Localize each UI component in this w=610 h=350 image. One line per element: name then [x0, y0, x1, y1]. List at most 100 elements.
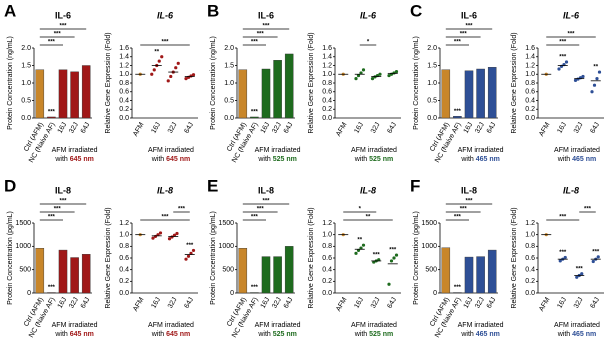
bar	[273, 60, 282, 119]
x-tick-label: 32J	[271, 121, 283, 134]
y-tick-label: 0.0	[525, 290, 535, 297]
x-tick-label: 32J	[167, 296, 179, 309]
x-axis-label: AFM irradiated	[458, 322, 504, 329]
x-axis-label: with 525 nm	[257, 156, 297, 163]
significance: ***	[460, 32, 468, 38]
bar	[487, 67, 497, 119]
y-tick-label: 1.0	[119, 71, 129, 78]
significance: ***	[373, 252, 381, 258]
x-tick-label: 64J	[183, 121, 195, 134]
wavelength: 525 nm	[369, 331, 393, 338]
significance: ***	[389, 248, 397, 254]
data-point	[160, 55, 164, 59]
x-axis-label-with: with	[54, 156, 68, 163]
significance: ***	[54, 207, 62, 213]
y-tick-label: 1.4	[525, 54, 535, 61]
x-axis-label: AFM irradiated	[52, 322, 98, 329]
y-tick-label: 0.2	[525, 278, 535, 285]
significance: ***	[584, 207, 592, 213]
x-tick-label: 32J	[271, 296, 283, 309]
significance: ***	[59, 24, 67, 30]
wavelength: 645 nm	[166, 156, 190, 163]
x-tick-label: AFM	[335, 296, 349, 312]
data-point	[590, 90, 594, 94]
significance: ***	[48, 215, 56, 221]
y-tick-label: 0.0	[224, 115, 234, 122]
chart-title: IL-6	[563, 10, 580, 20]
y-axis-label: Relative Gene Expression (Fold)	[308, 207, 315, 308]
significance: ***	[48, 110, 56, 116]
significance: ***	[454, 109, 462, 115]
y-tick-label: 0.4	[322, 97, 332, 104]
significance: ***	[186, 243, 194, 249]
y-tick-label: 1000	[218, 243, 234, 250]
bar	[238, 247, 248, 294]
data-point	[186, 254, 191, 258]
data-point	[575, 275, 579, 279]
significance: ***	[48, 40, 56, 46]
data-point	[392, 256, 396, 260]
x-axis-label-with: with	[557, 156, 571, 163]
panel-label: C	[410, 1, 422, 20]
y-tick-label: 0.2	[525, 106, 535, 113]
bar	[58, 249, 68, 294]
bar	[453, 116, 462, 119]
panel-label: B	[207, 1, 219, 20]
data-point	[394, 70, 399, 74]
data-point	[389, 259, 394, 263]
x-tick-label: 64J	[386, 296, 398, 309]
y-tick-label: 1.0	[119, 232, 129, 239]
bar	[284, 53, 294, 119]
x-tick-label: AFM	[538, 121, 552, 137]
bar	[238, 69, 248, 119]
data-point	[595, 77, 599, 81]
y-tick-label: 1000	[15, 243, 31, 250]
significance: ***	[257, 207, 265, 213]
x-axis-label: AFM irradiated	[255, 147, 301, 154]
x-tick-label: 16J	[57, 121, 69, 134]
bar	[487, 249, 497, 294]
x-axis-label: with 645 nm	[54, 331, 94, 338]
x-axis-label-with: with	[257, 156, 271, 163]
data-point	[558, 259, 562, 263]
y-axis-label: Relative Gene Expression (Fold)	[511, 32, 518, 133]
y-tick-label: 1.4	[322, 54, 332, 61]
data-point	[167, 237, 172, 241]
significance: ***	[592, 249, 600, 255]
chart-title: IL-6	[461, 10, 477, 20]
bar	[35, 247, 45, 294]
significance: **	[593, 65, 598, 71]
y-tick-label: 0.6	[119, 89, 129, 96]
x-axis-label: with 465 nm	[460, 156, 500, 163]
significance: ***	[161, 40, 169, 46]
bar	[35, 69, 45, 119]
significance: ***	[454, 285, 462, 291]
data-point	[158, 231, 163, 235]
significance: ***	[54, 32, 62, 38]
chart-title: IL-8	[55, 185, 71, 195]
wavelength: 525 nm	[273, 156, 297, 163]
y-tick-label: 1.2	[119, 220, 129, 227]
significance: ***	[161, 215, 169, 221]
wavelength: 645 nm	[70, 331, 94, 338]
significance: ***	[262, 199, 270, 205]
bar	[441, 247, 451, 294]
y-tick-label: 0.6	[525, 255, 535, 262]
x-tick-label: 16J	[463, 121, 475, 134]
x-tick-label: 16J	[260, 296, 272, 309]
significance: ***	[262, 24, 270, 30]
x-tick-label: 16J	[150, 296, 162, 309]
y-tick-label: 0.5	[427, 97, 437, 104]
x-tick-label: 32J	[370, 121, 382, 134]
x-axis-label-with: with	[151, 156, 165, 163]
bar	[273, 256, 282, 294]
significance: **	[154, 49, 159, 55]
x-axis-label: with 645 nm	[151, 331, 191, 338]
y-tick-label: 0.0	[119, 115, 129, 122]
x-tick-label: 16J	[463, 296, 475, 309]
significance: ***	[454, 215, 462, 221]
significance: ***	[251, 110, 259, 116]
significance: **	[357, 238, 362, 244]
data-point	[166, 79, 170, 83]
